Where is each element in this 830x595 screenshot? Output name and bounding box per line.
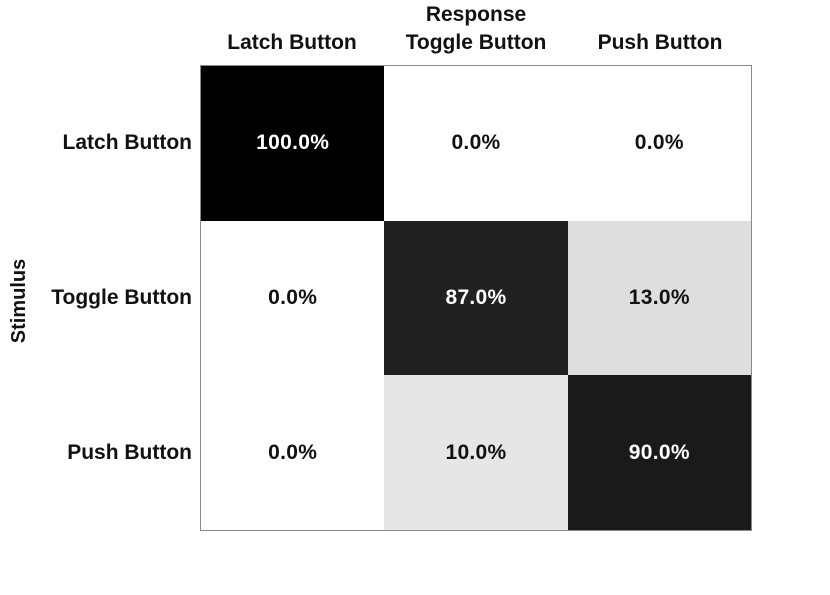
matrix-cell: 0.0%	[567, 66, 751, 221]
row-label: Push Button	[67, 441, 192, 464]
matrix-cell: 90.0%	[567, 375, 751, 530]
matrix-cell: 0.0%	[201, 375, 385, 530]
matrix-cell: 13.0%	[567, 220, 751, 376]
matrix-cell: 0.0%	[201, 220, 385, 376]
column-header: Latch Button	[227, 31, 357, 54]
matrix-cell: 10.0%	[384, 375, 568, 530]
y-axis-title: Stimulus	[8, 258, 30, 344]
row-label: Toggle Button	[51, 286, 192, 309]
x-axis-title: Response	[425, 3, 527, 26]
row-label: Latch Button	[62, 131, 192, 154]
column-header: Push Button	[597, 31, 723, 54]
matrix-cell: 100.0%	[201, 66, 385, 221]
confusion-matrix-grid: 100.0% 0.0% 0.0% 0.0% 87.0% 13.0% 0.0% 10.0% 90.…	[200, 65, 752, 531]
column-header: Toggle Button	[405, 31, 547, 54]
column-headers: Latch Button Toggle Button Push Button	[200, 29, 752, 57]
matrix-cell: 0.0%	[384, 66, 568, 221]
matrix-cell: 87.0%	[384, 220, 568, 376]
